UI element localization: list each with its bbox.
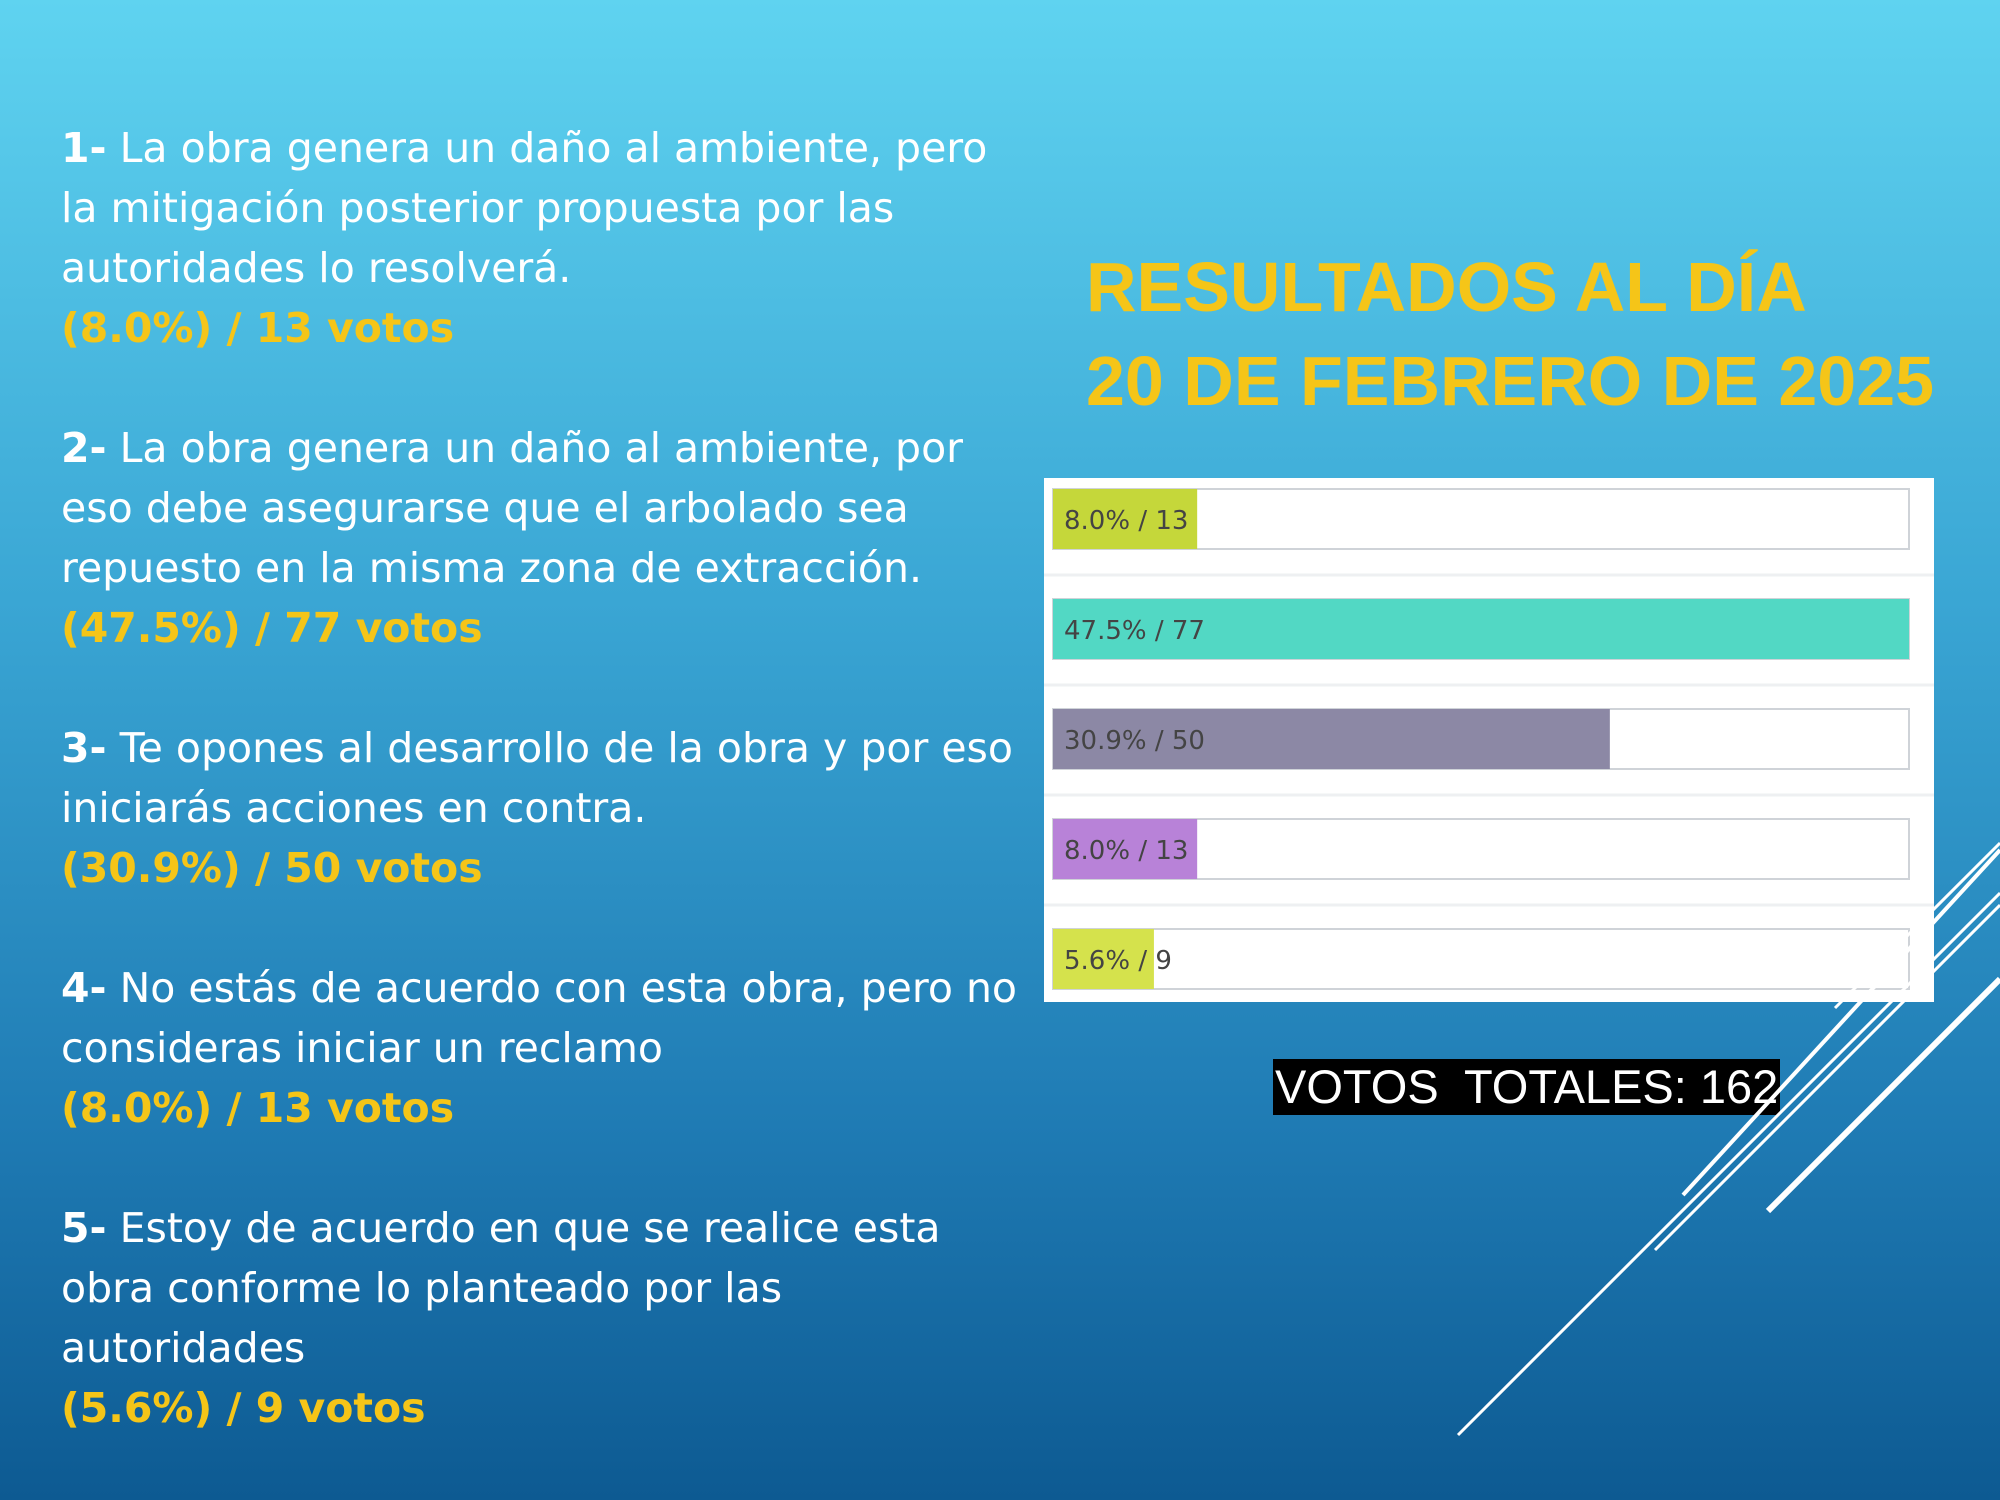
question-text: La obra genera un daño al ambiente, por … [61,424,964,592]
question-result: (30.9%) / 50 votos [61,844,483,892]
bar-data-label: 8.0% / 13 [1064,506,1188,536]
bar-option-4 [1053,819,1198,879]
question-text: No estás de acuerdo con esta obra, pero … [61,964,1018,1072]
question-text: Estoy de acuerdo en que se realice esta … [61,1204,941,1372]
question-number: 3- [61,724,107,772]
bar-track [1052,928,1910,990]
chart-canvas: 8.0% / 13 47.5% / 77 30.9% / 50 8.0% / 13 5.… [1044,478,1934,1002]
question-2: 2- La obra genera un daño al ambiente, p… [61,418,1021,658]
question-result: (8.0%) / 13 votos [61,1084,455,1132]
results-bar-chart: 8.0% / 13 47.5% / 77 30.9% / 50 8.0% / 13 5.… [1044,478,1934,1002]
results-title-date: 20 DE FEBRERO DE 2025 [1086,342,1935,420]
bar-option-2 [1053,599,1909,659]
total-votes-badge: VOTOS TOTALES: 162 [1273,1059,1781,1115]
bar-option-5 [1053,929,1154,989]
question-3: 3- Te opones al desarrollo de la obra y … [61,718,1021,898]
question-result: (5.6%) / 9 votos [61,1384,426,1432]
question-number: 5- [61,1204,107,1252]
question-5: 5- Estoy de acuerdo en que se realice es… [61,1198,1021,1438]
bar-option-3 [1053,709,1610,769]
bar-data-label: 47.5% / 77 [1064,616,1205,646]
question-list: 1- La obra genera un daño al ambiente, p… [61,118,1021,1438]
bar-option-1 [1053,489,1198,549]
bar-data-label: 30.9% / 50 [1064,726,1205,756]
question-text: La obra genera un daño al ambiente, pero… [61,124,988,292]
question-1: 1- La obra genera un daño al ambiente, p… [61,118,1021,358]
question-number: 1- [61,124,107,172]
results-title: RESULTADOS AL DÍA 20 DE FEBRERO DE 2025 [1086,240,1986,428]
deco-line [1765,976,2000,1214]
bar-data-label: 8.0% / 13 [1064,836,1188,866]
question-result: (47.5%) / 77 votos [61,604,483,652]
question-text: Te opones al desarrollo de la obra y por… [61,724,1014,832]
question-number: 2- [61,424,107,472]
question-number: 4- [61,964,107,1012]
question-result: (8.0%) / 13 votos [61,304,455,352]
question-4: 4- No estás de acuerdo con esta obra, pe… [61,958,1021,1138]
results-title-line-1: RESULTADOS AL DÍA [1086,248,1807,326]
bar-data-label: 5.6% / 9 [1064,946,1172,976]
